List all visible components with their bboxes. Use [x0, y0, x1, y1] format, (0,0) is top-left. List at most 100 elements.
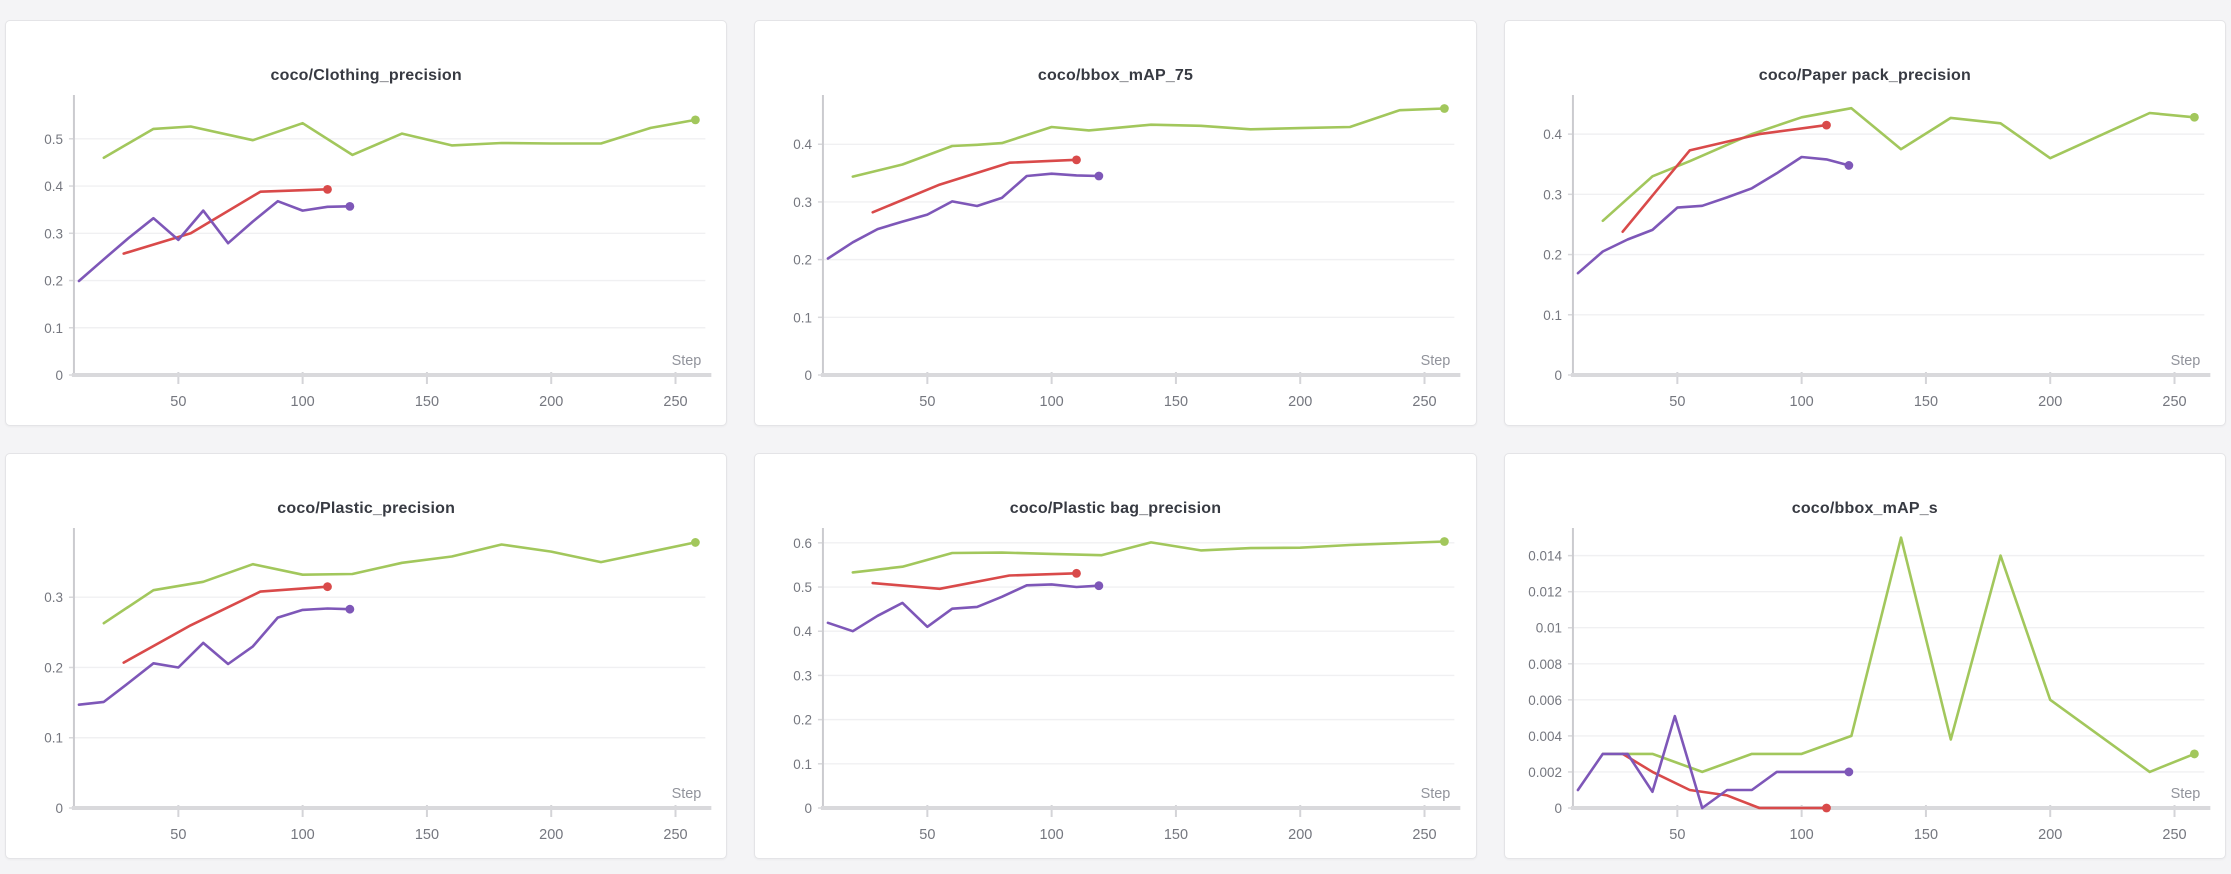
y-tick-label: 0 — [1554, 368, 1561, 383]
y-tick-label: 0.6 — [794, 536, 813, 551]
y-tick-label: 0.3 — [44, 590, 63, 605]
x-tick-label: 100 — [1789, 827, 1813, 843]
x-tick-label: 100 — [291, 394, 315, 410]
y-tick-label: 0.1 — [44, 731, 63, 746]
x-tick-label: 250 — [2162, 394, 2186, 410]
chart-title: coco/Plastic bag_precision — [1009, 500, 1222, 517]
series-end-marker-red — [1821, 120, 1831, 130]
x-tick-label: 100 — [1040, 827, 1064, 843]
y-tick-label: 0.1 — [44, 321, 63, 336]
chart-canvas[interactable]: 0 0.1 0.2 0.3 0.4 50 100 150 200 250 Step — [755, 87, 1475, 426]
series-end-marker-purple — [1094, 581, 1104, 591]
chart-title: coco/Plastic_precision — [277, 500, 456, 517]
series-end-marker-red — [1072, 155, 1082, 165]
x-tick-label: 50 — [170, 827, 186, 843]
series-end-marker-red — [323, 184, 332, 194]
chart-panel[interactable]: coco/Paper pack_precision 0 0.1 0.2 0.3 0.4 50… — [1503, 20, 2226, 426]
x-tick-label: 250 — [663, 394, 687, 410]
y-tick-label: 0.5 — [44, 132, 63, 147]
chart-title: coco/bbox_mAP_s — [1791, 500, 1938, 517]
y-tick-label: 0.2 — [794, 713, 813, 728]
y-tick-label: 0.01 — [1535, 621, 1561, 636]
series-end-marker-purple — [1844, 767, 1853, 777]
y-tick-label: 0.008 — [1528, 657, 1562, 672]
series-end-marker-red — [1072, 568, 1082, 578]
chart-canvas[interactable]: 0 0.002 0.004 0.006 0.008 0.01 0.012 0.014 50 100… — [1505, 520, 2225, 859]
x-axis-label: Step — [1421, 786, 1451, 802]
x-tick-label: 200 — [1288, 827, 1312, 843]
x-tick-label: 200 — [539, 394, 563, 410]
x-tick-label: 50 — [920, 394, 936, 410]
x-tick-label: 150 — [1914, 394, 1938, 410]
chart-panel[interactable]: coco/Plastic bag_precision 0 0.1 0.2 0.3 0.4 0… — [754, 453, 1477, 859]
series-end-marker-green — [691, 538, 700, 547]
y-tick-label: 0.4 — [794, 624, 813, 639]
y-tick-label: 0 — [805, 801, 812, 816]
series-end-marker-green — [2189, 112, 2199, 122]
x-tick-label: 150 — [415, 827, 439, 843]
x-tick-label: 50 — [170, 394, 186, 410]
y-tick-label: 0.2 — [44, 660, 63, 675]
chart-panel[interactable]: coco/Clothing_precision 0 0.1 0.2 0.3 0.4 0.5 5… — [5, 20, 728, 426]
chart-canvas[interactable]: 0 0.1 0.2 0.3 50 100 150 200 250 Step — [6, 520, 726, 859]
series-line-red — [122, 585, 329, 664]
x-tick-label: 100 — [1040, 394, 1064, 410]
series-line-purple — [826, 172, 1101, 260]
y-tick-label: 0 — [805, 368, 812, 383]
chart-panel[interactable]: coco/Plastic_precision 0 0.1 0.2 0.3 50 100 150… — [5, 453, 728, 859]
x-tick-label: 50 — [920, 827, 936, 843]
series-end-marker-red — [1821, 803, 1831, 813]
series-end-marker-green — [691, 115, 700, 125]
series-line-green — [102, 118, 697, 159]
x-tick-label: 250 — [1413, 394, 1437, 410]
chart-panel[interactable]: coco/bbox_mAP_s 0 0.002 0.004 0.006 0.008 0.01… — [1503, 453, 2226, 859]
x-axis-label: Step — [1421, 353, 1451, 369]
series-line-red — [1621, 752, 1828, 810]
series-line-purple — [1576, 155, 1850, 275]
chart-canvas[interactable]: 0 0.1 0.2 0.3 0.4 50 100 150 200 250 Step — [1505, 87, 2225, 426]
chart-panel[interactable]: coco/bbox_mAP_75 0 0.1 0.2 0.3 0.4 50 100 150 200… — [754, 20, 1477, 426]
series-line-purple — [77, 199, 352, 283]
chart-title: coco/bbox_mAP_75 — [1037, 67, 1194, 84]
y-tick-label: 0 — [1554, 801, 1561, 816]
series-line-purple — [77, 607, 352, 706]
y-tick-label: 0.006 — [1528, 693, 1562, 708]
y-tick-label: 0.4 — [794, 137, 813, 152]
y-tick-label: 0.004 — [1528, 729, 1562, 744]
x-tick-label: 200 — [539, 827, 563, 843]
x-tick-label: 150 — [1914, 827, 1938, 843]
y-tick-label: 0 — [55, 368, 62, 383]
x-tick-label: 250 — [1413, 827, 1437, 843]
x-axis-label: Step — [2170, 353, 2200, 369]
y-tick-label: 0.1 — [794, 757, 813, 772]
series-end-marker-purple — [1094, 171, 1104, 181]
x-tick-label: 200 — [1288, 394, 1312, 410]
x-axis-label: Step — [2170, 786, 2200, 802]
x-tick-label: 100 — [291, 827, 315, 843]
y-tick-label: 0.012 — [1528, 585, 1562, 600]
y-tick-label: 0.3 — [794, 195, 813, 210]
series-line-red — [871, 571, 1079, 591]
series-end-marker-green — [1440, 537, 1450, 546]
series-line-purple — [1576, 714, 1850, 810]
y-tick-label: 0.3 — [44, 226, 63, 241]
series-line-red — [122, 188, 329, 255]
series-end-marker-red — [323, 582, 332, 592]
x-tick-label: 50 — [1669, 394, 1685, 410]
chart-canvas[interactable]: 0 0.1 0.2 0.3 0.4 0.5 50 100 150 200 250 Step — [6, 87, 726, 426]
series-end-marker-purple — [345, 604, 355, 614]
x-tick-label: 150 — [1164, 394, 1188, 410]
series-line-green — [851, 107, 1446, 178]
y-tick-label: 0.4 — [44, 179, 63, 194]
chart-canvas[interactable]: 0 0.1 0.2 0.3 0.4 0.5 0.6 50 100 150 200 250 Step — [755, 520, 1475, 859]
y-tick-label: 0.3 — [794, 668, 813, 683]
y-tick-label: 0.2 — [44, 274, 63, 289]
x-tick-label: 250 — [663, 827, 687, 843]
series-line-purple — [826, 583, 1101, 633]
x-tick-label: 100 — [1789, 394, 1813, 410]
series-line-green — [102, 541, 697, 625]
x-axis-label: Step — [672, 786, 702, 802]
y-tick-label: 0.2 — [794, 253, 813, 268]
chart-title: coco/Clothing_precision — [270, 67, 462, 84]
